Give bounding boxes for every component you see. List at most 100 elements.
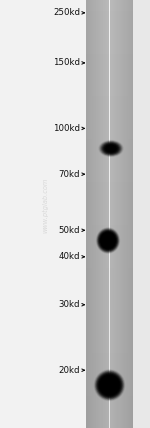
Bar — [86, 160, 133, 171]
Bar — [106, 0, 107, 428]
Bar — [86, 225, 133, 235]
Bar — [86, 54, 133, 64]
Ellipse shape — [101, 233, 115, 248]
Bar — [86, 407, 133, 417]
Bar — [86, 171, 133, 182]
Ellipse shape — [99, 140, 123, 157]
Bar — [130, 0, 131, 428]
Bar — [86, 193, 133, 203]
Ellipse shape — [96, 227, 120, 254]
Bar — [86, 203, 133, 214]
Ellipse shape — [99, 230, 117, 251]
Bar — [86, 364, 133, 374]
Bar — [114, 0, 115, 428]
Bar — [133, 0, 150, 428]
Ellipse shape — [103, 235, 113, 246]
Bar — [127, 0, 128, 428]
Bar — [91, 0, 92, 428]
Bar — [111, 0, 112, 428]
Bar — [119, 0, 120, 428]
Bar — [96, 0, 97, 428]
Ellipse shape — [95, 371, 124, 400]
Text: 30kd: 30kd — [59, 300, 80, 309]
Bar — [86, 342, 133, 353]
Ellipse shape — [99, 231, 117, 250]
Bar — [128, 0, 129, 428]
Text: 250kd: 250kd — [53, 8, 80, 18]
Bar — [101, 0, 102, 428]
Ellipse shape — [104, 144, 118, 153]
Ellipse shape — [101, 232, 115, 249]
Bar — [86, 43, 133, 54]
Bar — [104, 0, 105, 428]
Ellipse shape — [98, 229, 118, 252]
Ellipse shape — [97, 372, 122, 398]
Bar — [86, 96, 133, 107]
Bar — [126, 0, 127, 428]
Bar — [86, 300, 133, 310]
Bar — [110, 0, 111, 428]
Bar — [86, 128, 133, 139]
Ellipse shape — [104, 380, 115, 391]
Bar — [88, 0, 89, 428]
Text: 40kd: 40kd — [59, 252, 80, 262]
Ellipse shape — [105, 144, 117, 153]
Bar — [86, 310, 133, 321]
Bar — [86, 182, 133, 193]
Bar — [86, 321, 133, 332]
Bar — [107, 0, 108, 428]
Bar — [86, 246, 133, 257]
Bar — [86, 107, 133, 118]
Bar — [86, 353, 133, 364]
Ellipse shape — [104, 144, 118, 153]
Bar — [89, 0, 90, 428]
Bar — [86, 214, 133, 225]
Ellipse shape — [102, 234, 114, 247]
Ellipse shape — [106, 146, 116, 152]
Ellipse shape — [96, 371, 123, 399]
Ellipse shape — [99, 140, 123, 157]
Ellipse shape — [97, 228, 119, 253]
Ellipse shape — [102, 234, 114, 247]
Bar — [86, 139, 133, 150]
Ellipse shape — [102, 377, 117, 393]
Text: 70kd: 70kd — [59, 169, 80, 179]
Bar — [105, 0, 106, 428]
Bar — [86, 11, 133, 21]
Ellipse shape — [104, 236, 112, 245]
Bar — [109, 0, 110, 428]
Text: 100kd: 100kd — [53, 124, 80, 133]
Ellipse shape — [97, 229, 119, 252]
Bar — [108, 0, 109, 428]
Bar — [94, 0, 95, 428]
Ellipse shape — [98, 373, 122, 397]
Ellipse shape — [100, 141, 122, 156]
Bar — [102, 0, 103, 428]
Bar — [87, 0, 88, 428]
Bar — [117, 0, 118, 428]
Ellipse shape — [100, 376, 119, 395]
Ellipse shape — [103, 235, 113, 247]
Bar — [131, 0, 132, 428]
Bar — [113, 0, 114, 428]
Ellipse shape — [103, 143, 119, 154]
Ellipse shape — [100, 141, 122, 156]
Bar — [100, 0, 101, 428]
Ellipse shape — [101, 376, 118, 394]
Ellipse shape — [103, 143, 119, 154]
Bar — [86, 75, 133, 86]
Bar — [132, 0, 133, 428]
Bar — [115, 0, 116, 428]
Bar — [86, 374, 133, 385]
Bar — [86, 396, 133, 407]
Ellipse shape — [98, 374, 121, 397]
Bar — [116, 0, 117, 428]
Bar — [86, 0, 87, 428]
Bar — [99, 0, 100, 428]
Bar — [86, 332, 133, 342]
Bar — [86, 385, 133, 396]
Bar — [123, 0, 124, 428]
Ellipse shape — [94, 370, 125, 401]
Bar — [92, 0, 93, 428]
Text: 20kd: 20kd — [59, 366, 80, 375]
